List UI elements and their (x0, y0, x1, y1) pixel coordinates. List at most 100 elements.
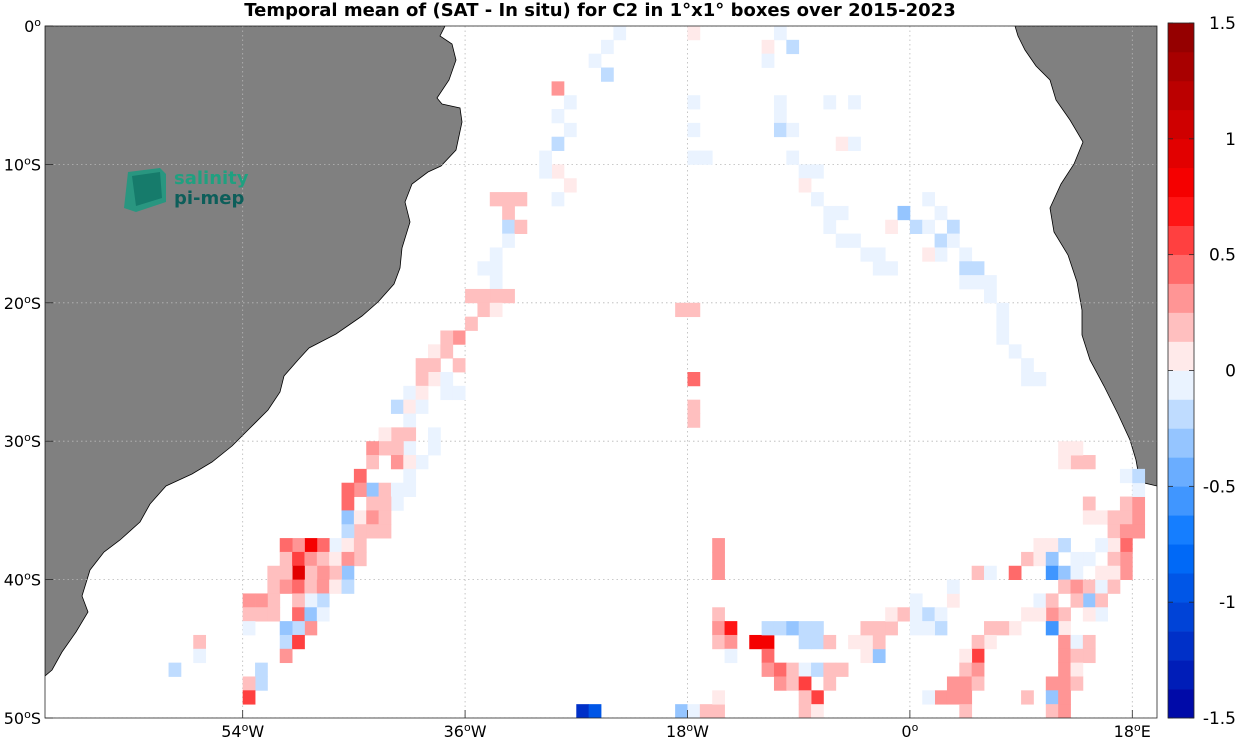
data-cell (971, 275, 985, 290)
data-cell (996, 330, 1010, 345)
data-cell (1119, 468, 1133, 484)
data-cell (984, 634, 997, 650)
data-cell (823, 205, 837, 221)
data-cell (860, 648, 874, 664)
data-cell (353, 538, 367, 553)
data-cell (835, 205, 849, 221)
data-cell (823, 95, 837, 110)
data-cell (267, 607, 281, 622)
data-cell (601, 39, 614, 55)
data-cell (452, 358, 466, 373)
data-cell (1058, 455, 1071, 470)
data-cell (798, 634, 812, 650)
data-cell (835, 662, 849, 677)
data-cell (279, 565, 293, 580)
data-cell (1132, 510, 1146, 525)
data-cell (465, 288, 478, 304)
data-cell (378, 482, 392, 497)
y-tick-label-1: 10oS (4, 154, 41, 174)
data-cell (687, 302, 701, 318)
data-cell (440, 344, 454, 359)
data-cell (675, 704, 688, 718)
data-cell (403, 385, 417, 401)
data-cell (1070, 441, 1084, 456)
data-cell (1058, 607, 1071, 622)
colorbar-segment (1168, 167, 1194, 198)
data-cell (477, 288, 491, 304)
data-cell (1045, 538, 1059, 553)
data-cell (1021, 358, 1034, 373)
data-cell (378, 510, 392, 525)
colorbar-tick-label: 0 (1225, 362, 1236, 382)
colorbar-segment (1168, 283, 1194, 313)
data-cell (1095, 538, 1108, 553)
data-cell (811, 690, 824, 705)
data-cell (922, 247, 935, 262)
data-cell (934, 621, 948, 636)
data-cell (687, 95, 701, 110)
data-cell (885, 621, 898, 636)
data-cell (390, 441, 404, 456)
data-cell (724, 621, 738, 636)
data-cell (699, 704, 713, 718)
data-cell (959, 247, 973, 262)
x-tick-label-3: 0o (901, 721, 918, 740)
data-cell (477, 302, 491, 318)
data-cell (292, 551, 305, 567)
data-cell (1082, 510, 1096, 525)
data-cell (984, 275, 997, 290)
data-cell (687, 122, 701, 138)
data-cell (279, 579, 293, 594)
data-cell (452, 385, 466, 401)
data-cell (984, 565, 997, 580)
colorbar-segment (1168, 80, 1194, 111)
data-cell (242, 593, 256, 608)
data-cell (255, 662, 268, 677)
data-cell (1058, 662, 1071, 677)
data-cell (341, 538, 355, 553)
data-cell (1107, 538, 1121, 553)
data-cell (1058, 648, 1071, 664)
data-cell (1070, 593, 1084, 608)
data-cell (316, 565, 330, 580)
data-cell (959, 676, 973, 691)
data-cell (292, 621, 305, 636)
data-cell (502, 288, 515, 304)
data-cell (1082, 648, 1096, 664)
data-cell (242, 621, 256, 636)
data-cell (1045, 565, 1059, 580)
colorbar-segment (1168, 486, 1194, 516)
data-cell (786, 122, 800, 138)
data-cell (428, 344, 441, 359)
data-cell (341, 565, 355, 580)
data-cell (1070, 648, 1084, 664)
data-cell (922, 690, 935, 705)
data-cell (1021, 607, 1034, 622)
data-cell (440, 385, 454, 401)
colorbar-segment (1168, 341, 1194, 371)
data-cell (353, 510, 367, 525)
data-cell (872, 247, 886, 262)
data-cell (489, 288, 503, 304)
colorbar-tick-label: 1 (1225, 130, 1236, 150)
colorbar-segment (1168, 689, 1194, 719)
data-cell (353, 524, 367, 539)
data-cell (848, 233, 861, 248)
data-cell (712, 690, 725, 705)
data-cell (885, 607, 898, 622)
colorbar-segment (1168, 660, 1194, 690)
data-cell (1132, 496, 1146, 511)
data-cell (1058, 621, 1071, 636)
data-cell (279, 551, 293, 567)
data-cell (786, 150, 800, 165)
data-cell (415, 358, 429, 373)
data-cell (1132, 524, 1146, 539)
data-cell (934, 607, 948, 622)
colorbar-segment (1168, 573, 1194, 603)
data-cell (1082, 634, 1096, 650)
data-cell (687, 26, 701, 41)
data-cell (934, 233, 948, 248)
data-cell (848, 136, 861, 151)
data-cell (1058, 690, 1071, 705)
axis-ticks: 54oW 36oW 18oW 0o 18oE 0o 10oS 20oS 30oS 40oS 50oS (4, 16, 1151, 740)
